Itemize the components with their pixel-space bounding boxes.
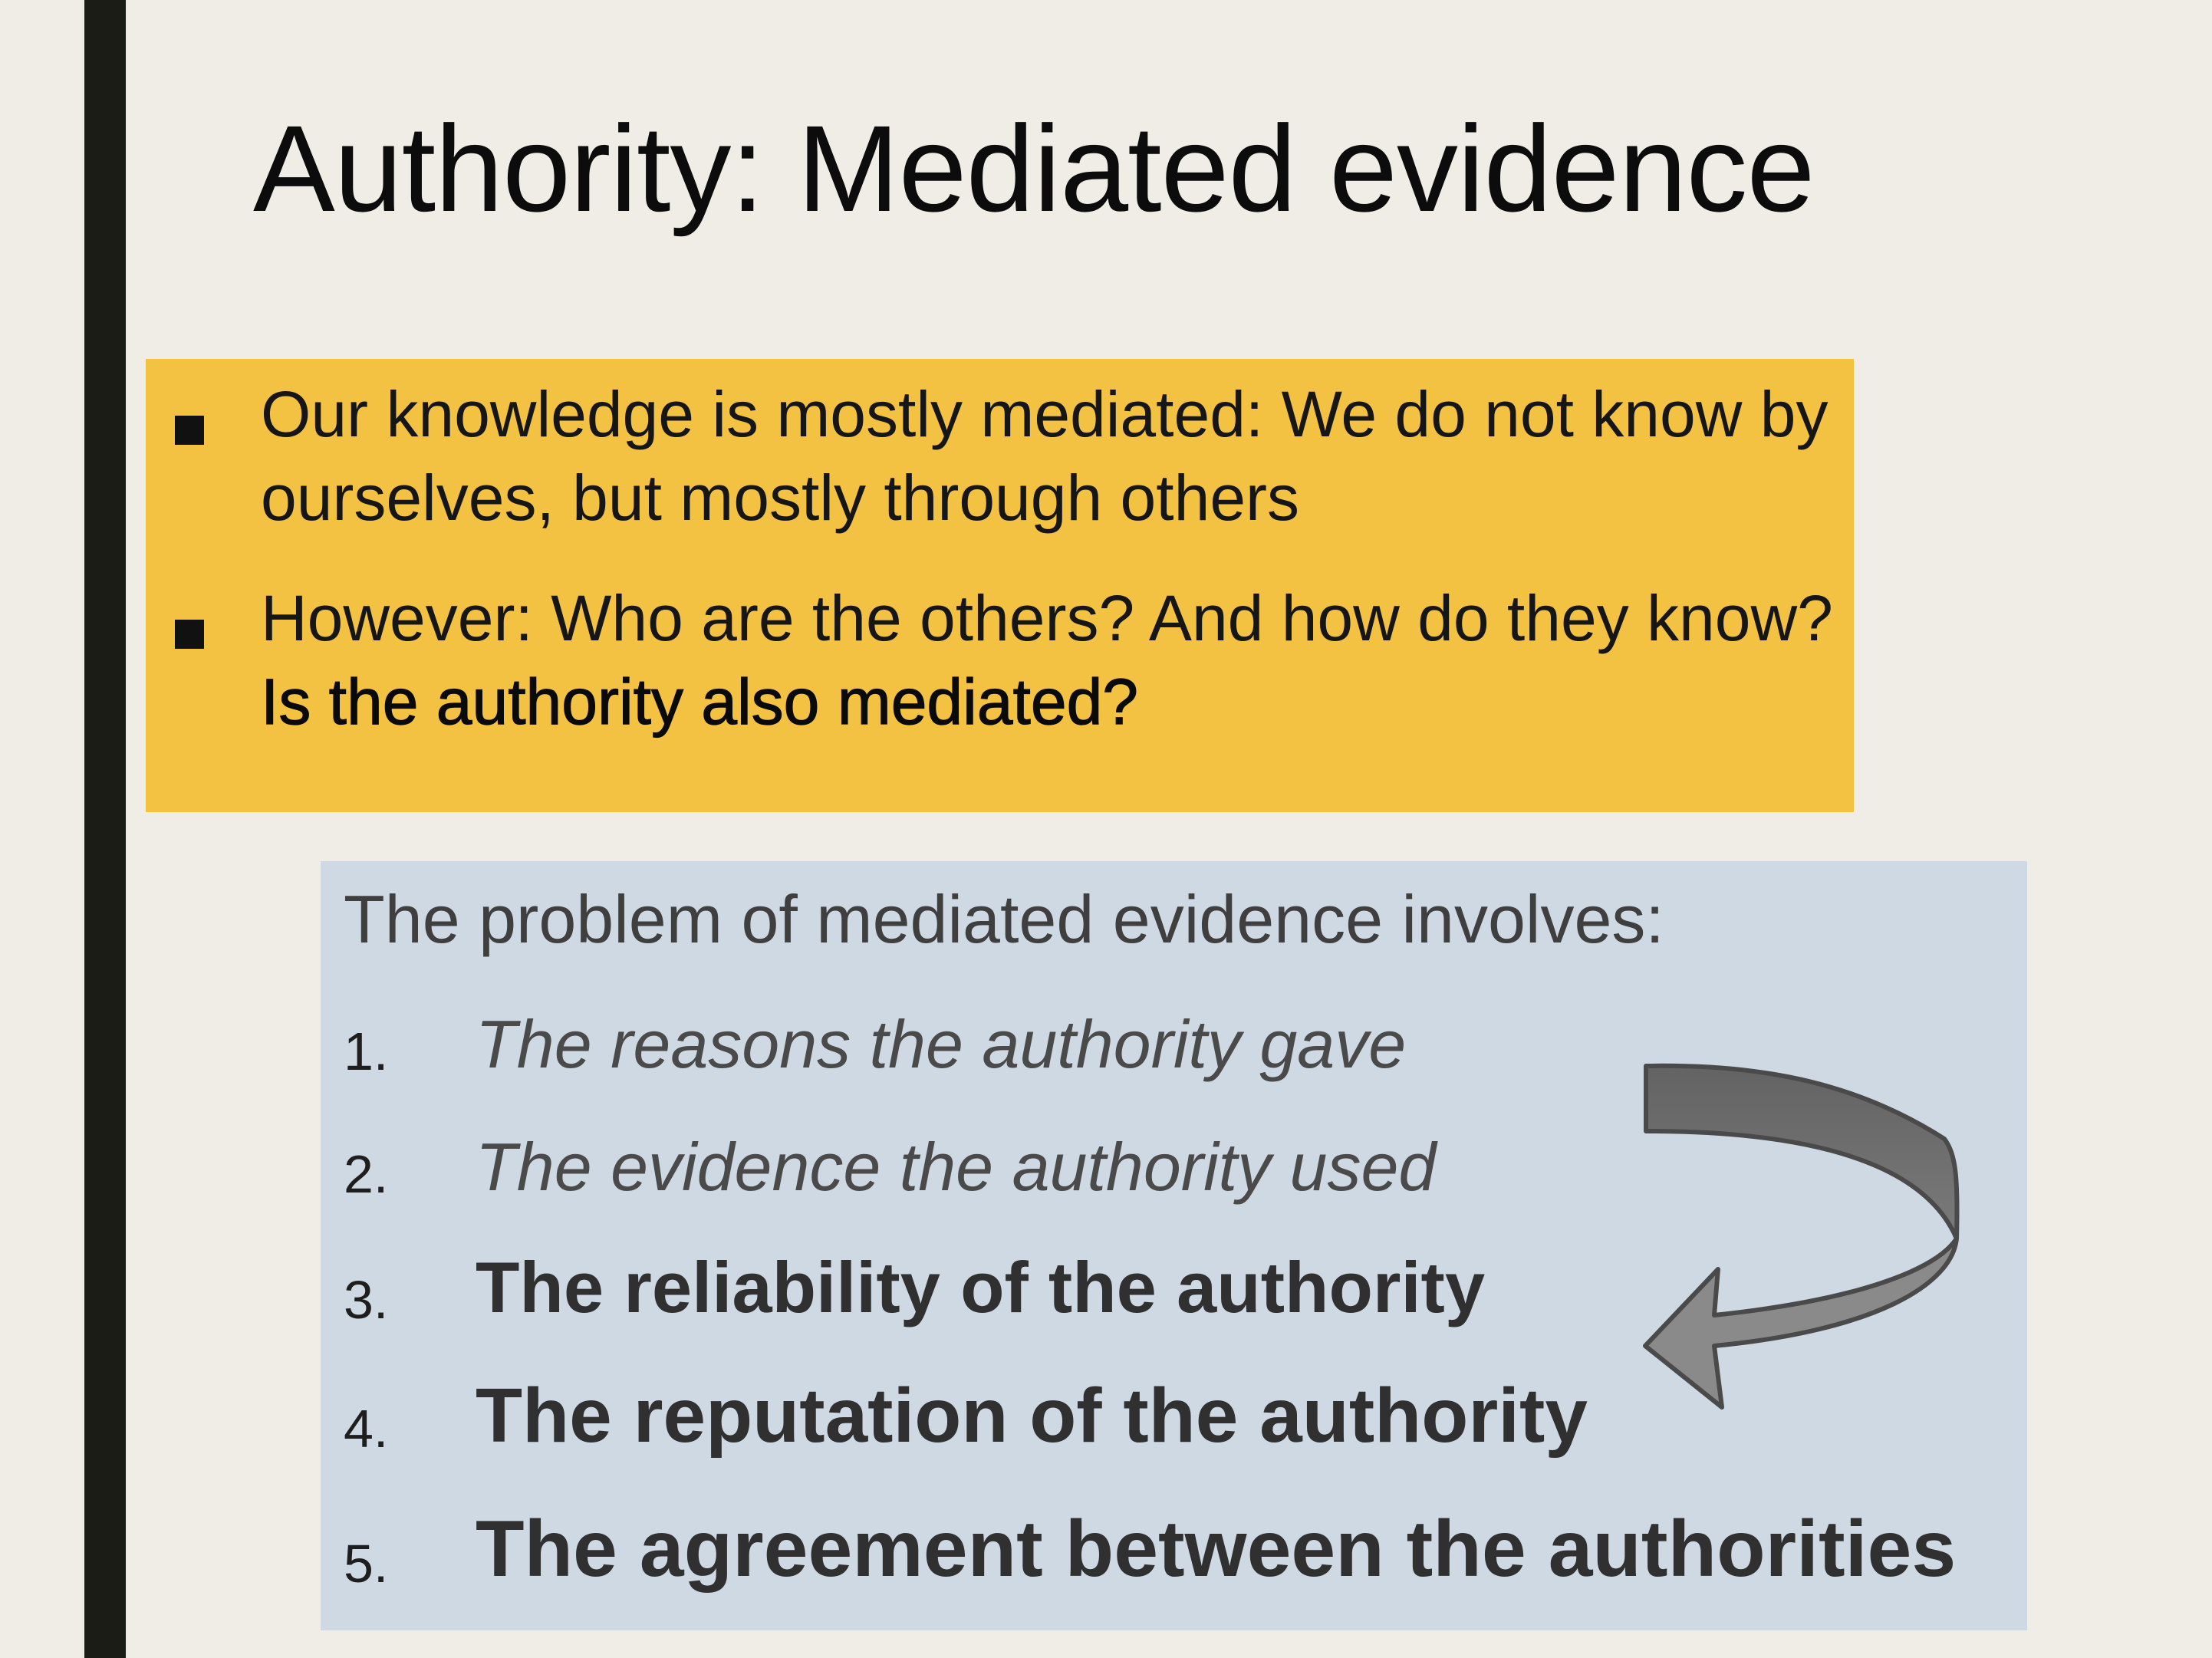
bullet-text-main: Our knowledge is mostly mediated: We do … (261, 378, 1829, 534)
list-item-text: The evidence the authority used (476, 1129, 1437, 1205)
mediated-evidence-box: The problem of mediated evidence involve… (321, 861, 2027, 1630)
bullet-text: Our knowledge is mostly mediated: We do … (261, 373, 1833, 540)
list-item-text: The reputation of the authority (476, 1373, 1588, 1459)
problem-intro: The problem of mediated evidence involve… (344, 881, 1664, 957)
bullet-text-emphasis: Is the authority also mediated? (260, 665, 1139, 738)
list-number: 5. (344, 1534, 389, 1594)
list-number: 3. (344, 1270, 389, 1330)
list-item-text: The reliability of the authority (476, 1247, 1486, 1327)
list-number: 1. (344, 1021, 389, 1081)
square-bullet-icon (175, 620, 204, 649)
slide-title: Authority: Mediated evidence (253, 100, 1815, 237)
list-number: 4. (344, 1399, 389, 1459)
key-points-box: Our knowledge is mostly mediated: We do … (146, 359, 1854, 812)
list-item-text: The agreement between the authorities (476, 1505, 1957, 1594)
square-bullet-icon (175, 416, 204, 445)
bullet-text: However: Who are the others? And how do … (260, 577, 1833, 744)
bullet-text-main: However: Who are the others? And how do … (261, 582, 1833, 654)
list-number: 2. (344, 1144, 389, 1204)
curved-arrow-icon (1643, 1063, 1960, 1410)
list-item-text: The reasons the authority gave (476, 1006, 1407, 1082)
left-accent-bar (84, 0, 126, 1658)
